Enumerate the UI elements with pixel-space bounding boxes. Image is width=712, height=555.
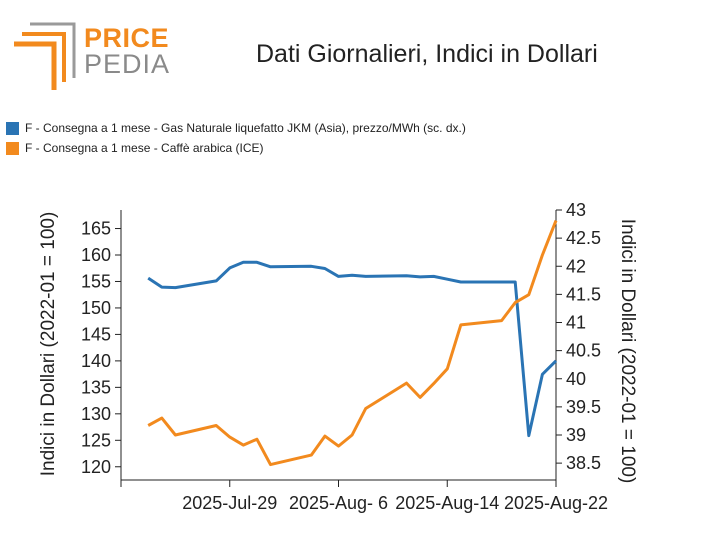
legend-swatch-coffee	[6, 141, 19, 155]
series-line-coffee	[147, 220, 558, 467]
y-right-tick-label-1: 39	[566, 425, 586, 445]
y-left-tick-label-2: 130	[81, 404, 111, 424]
y-axis-right-title: Indici in Dollari (2022-01 = 100)	[617, 219, 638, 484]
y-right-tick-label-5: 41	[566, 313, 586, 333]
x-tick-label-0: 2025-Jul-29	[182, 493, 277, 513]
y-axis-left-title: Indici in Dollari (2022-01 = 100)	[38, 212, 59, 477]
logo-word-price: PRICE	[84, 23, 170, 53]
y-right-tick-label-8: 42.5	[566, 228, 601, 248]
y-left-tick-label-5: 145	[81, 324, 111, 344]
legend-swatch-jkm	[6, 121, 19, 135]
pricepedia-logo: PRICE PEDIA	[8, 22, 171, 92]
logo-mark-icon	[14, 22, 76, 90]
y-right-tick-label-6: 41.5	[566, 284, 601, 304]
legend-item-coffee[interactable]: F - Consegna a 1 mese - Caffè arabica (I…	[6, 138, 466, 158]
x-tick-label-3: 2025-Aug-22	[504, 493, 608, 513]
x-tick-label-2: 2025-Aug-14	[395, 493, 499, 513]
y-right-tick-label-2: 39.5	[566, 397, 601, 417]
y-left-tick-label-1: 125	[81, 430, 111, 450]
y-left-tick-label-4: 140	[81, 351, 111, 371]
y-right-tick-label-9: 43	[566, 200, 586, 220]
y-right-tick-label-7: 42	[566, 256, 586, 276]
y-right-tick-label-0: 38.5	[566, 453, 601, 473]
logo-word-pedia: PEDIA	[84, 49, 171, 79]
legend-item-jkm[interactable]: F - Consegna a 1 mese - Gas Naturale liq…	[6, 118, 466, 138]
chart-legend: F - Consegna a 1 mese - Gas Naturale liq…	[6, 118, 466, 158]
y-right-tick-label-4: 40.5	[566, 341, 601, 361]
y-left-tick-label-9: 165	[81, 219, 111, 239]
y-right-tick-label-3: 40	[566, 369, 586, 389]
legend-label-coffee: F - Consegna a 1 mese - Caffè arabica (I…	[25, 141, 264, 155]
y-left-tick-label-8: 160	[81, 245, 111, 265]
x-tick-label-1: 2025-Aug- 6	[289, 493, 388, 513]
y-left-tick-label-3: 135	[81, 377, 111, 397]
y-left-tick-label-7: 155	[81, 271, 111, 291]
legend-label-jkm: F - Consegna a 1 mese - Gas Naturale liq…	[25, 121, 466, 135]
y-left-tick-label-0: 120	[81, 457, 111, 477]
chart-title: Dati Giornalieri, Indici in Dollari	[256, 40, 598, 68]
y-left-tick-label-6: 150	[81, 298, 111, 318]
series-line-jkm	[147, 260, 558, 438]
